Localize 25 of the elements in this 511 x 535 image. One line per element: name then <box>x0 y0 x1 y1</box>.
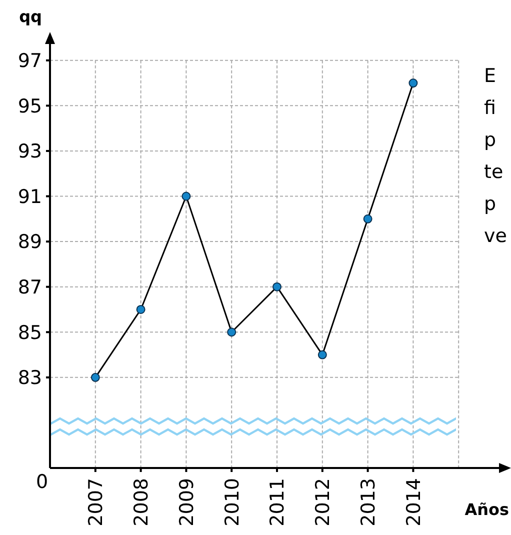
y-tick-label: 83 <box>18 367 42 390</box>
x-tick-label: 2010 <box>221 478 244 526</box>
text: ve <box>484 225 507 247</box>
x-tick-label: 2013 <box>357 478 380 526</box>
text: E <box>484 65 496 87</box>
y-tick-label: 97 <box>18 50 42 72</box>
y-tick-label: 89 <box>18 231 42 254</box>
y-tick-label: 85 <box>18 322 42 344</box>
x-tick-label: 2009 <box>176 478 198 526</box>
y-tick-label: 95 <box>18 95 42 118</box>
y-tick-label: 93 <box>18 140 42 163</box>
text: te <box>484 161 504 183</box>
x-tick-label: 2008 <box>130 478 152 526</box>
text: p <box>484 129 496 151</box>
x-tick-label: 2011 <box>266 478 289 526</box>
y-tick-label: 91 <box>18 186 42 208</box>
x-tick-label: 2007 <box>85 478 108 526</box>
text: 0 <box>36 471 48 493</box>
x-axis-title: Años <box>464 500 509 519</box>
y-tick-label: 87 <box>18 276 42 298</box>
y-axis-title: qq <box>19 7 42 26</box>
x-tick-label: 2014 <box>402 478 425 526</box>
text: fi <box>484 97 496 119</box>
x-tick-label: 2012 <box>312 478 334 526</box>
text: p <box>484 193 496 215</box>
